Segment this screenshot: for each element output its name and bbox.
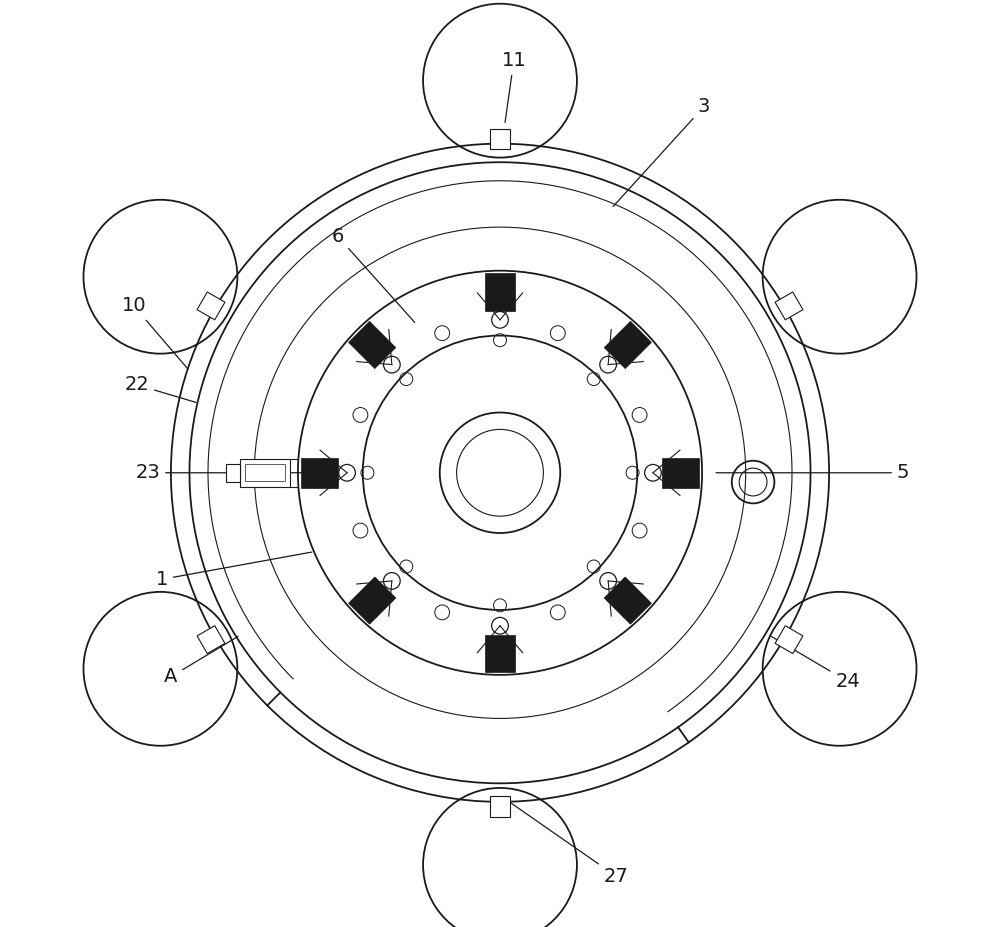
- Polygon shape: [490, 129, 510, 149]
- Text: 27: 27: [512, 804, 628, 885]
- Text: 3: 3: [613, 97, 710, 207]
- Polygon shape: [775, 626, 803, 654]
- Text: 6: 6: [332, 227, 415, 323]
- Bar: [245, 464, 285, 481]
- Text: 11: 11: [502, 51, 526, 122]
- Polygon shape: [485, 635, 515, 672]
- Polygon shape: [197, 292, 225, 320]
- Bar: [240, 459, 290, 487]
- Text: 23: 23: [135, 464, 303, 482]
- Polygon shape: [301, 458, 338, 488]
- Text: 24: 24: [771, 637, 860, 691]
- Text: 22: 22: [124, 375, 196, 402]
- Bar: [226, 464, 240, 482]
- Polygon shape: [490, 796, 510, 817]
- Polygon shape: [349, 322, 396, 369]
- Polygon shape: [197, 626, 225, 654]
- Polygon shape: [349, 577, 396, 624]
- Text: 5: 5: [716, 464, 909, 482]
- Polygon shape: [662, 458, 699, 488]
- Text: 1: 1: [155, 552, 312, 589]
- Polygon shape: [485, 273, 515, 311]
- Polygon shape: [604, 577, 651, 624]
- Polygon shape: [775, 292, 803, 320]
- Text: 10: 10: [122, 297, 188, 369]
- Text: A: A: [164, 637, 238, 686]
- Polygon shape: [604, 322, 651, 369]
